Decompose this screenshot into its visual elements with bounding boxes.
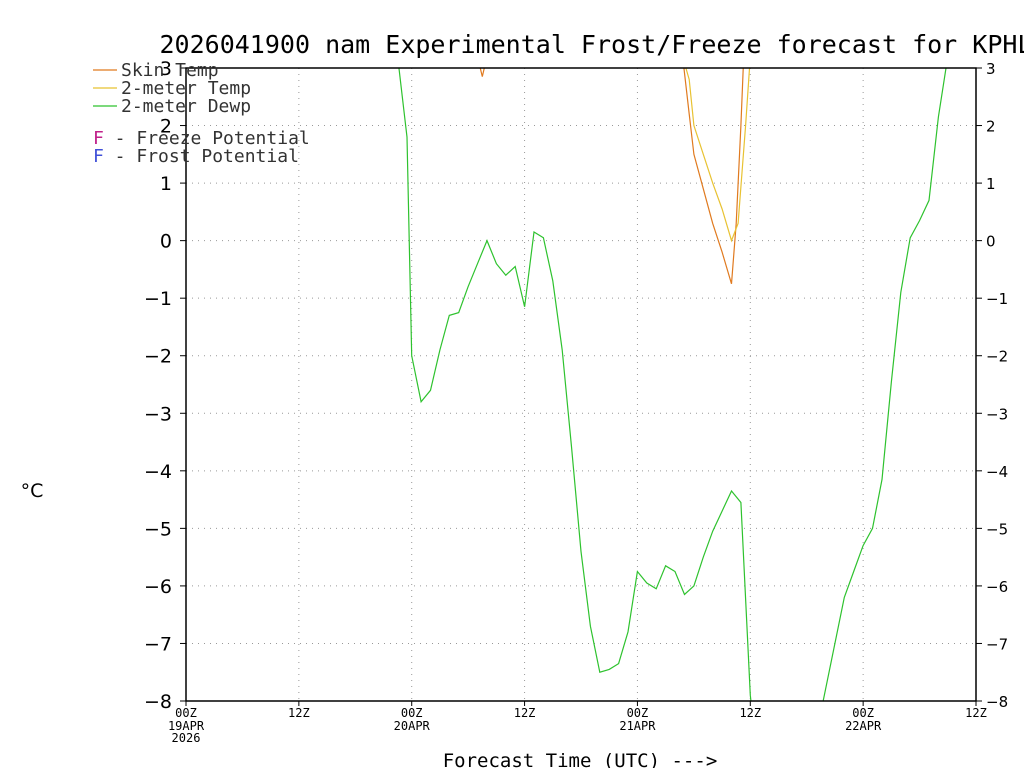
legend-potential-freeze: F - Freeze Potential	[93, 128, 310, 149]
legend-potential-marker: F	[93, 128, 104, 149]
x-tick-label: 00Z	[401, 706, 423, 720]
y-tick-label: 1	[160, 173, 172, 195]
x-tick-date-label: 22APR	[845, 719, 882, 733]
x-tick-label: 00Z	[852, 706, 874, 720]
x-tick-label: 00Z	[175, 706, 197, 720]
y-tick-label: −7	[144, 633, 172, 655]
y-tick-label: −3	[144, 403, 172, 425]
y-tick-label-right: 1	[986, 175, 996, 193]
y-tick-label-right: −1	[986, 290, 1008, 308]
y-tick-label-right: −8	[986, 693, 1008, 711]
y-tick-label-right: 2	[986, 118, 996, 136]
y-tick-label: 0	[160, 231, 172, 253]
legend-potential-marker: F	[93, 146, 104, 167]
y-tick-label-right: −5	[986, 520, 1008, 538]
x-tick-label: 12Z	[514, 706, 536, 720]
y-tick-label-right: −4	[986, 463, 1008, 481]
y-axis-label: °C	[21, 480, 44, 502]
x-tick-label: 00Z	[627, 706, 649, 720]
legend-label-skin-temp: Skin Temp	[121, 60, 219, 81]
y-axis-left: −8 −7 −6 −5 −4 −3 −2 −1 0 1 2 3	[144, 58, 186, 713]
series-lines	[398, 68, 947, 701]
x-tick-date-label: 21APR	[619, 719, 656, 733]
series-line-2-meter-temp	[685, 68, 751, 243]
y-tick-label-right: −7	[986, 635, 1008, 653]
y-tick-label-right: 0	[986, 233, 996, 251]
x-tick-date-label: 20APR	[394, 719, 431, 733]
x-tick-date-label: 2026	[172, 731, 201, 745]
y-tick-label-right: 3	[986, 60, 996, 78]
y-tick-label-right: −6	[986, 578, 1008, 596]
legend-potential-frost: F - Frost Potential	[93, 146, 299, 167]
y-tick-label: −2	[144, 346, 172, 368]
y-tick-label: 2	[160, 116, 172, 138]
legend-label-2-meter-dewp: 2-meter Dewp	[121, 96, 251, 117]
x-tick-label: 12Z	[288, 706, 310, 720]
y-tick-label: −4	[144, 461, 172, 483]
y-tick-label: −5	[144, 518, 172, 540]
y-tick-label: 3	[160, 58, 172, 80]
series-line-2-meter-dewp	[398, 68, 947, 701]
y-tick-label: −6	[144, 576, 172, 598]
x-axis-label: Forecast Time (UTC) --->	[443, 750, 718, 768]
y-tick-label: −8	[144, 691, 172, 713]
plot-frame	[185, 67, 977, 702]
y-axis-right: −8 −7 −6 −5 −4 −3 −2 −1 0 1 2 3	[976, 60, 1008, 711]
y-tick-label-right: −2	[986, 348, 1008, 366]
y-tick-label-right: −3	[986, 405, 1008, 423]
legend-potential-text: - Freeze Potential	[104, 128, 310, 149]
x-tick-label: 12Z	[965, 706, 987, 720]
chart-title: 2026041900 nam Experimental Frost/Freeze…	[160, 30, 1024, 59]
legend-label-2-meter-temp: 2-meter Temp	[121, 78, 251, 99]
y-tick-label: −1	[144, 288, 172, 310]
legend-potential-text: - Frost Potential	[104, 146, 299, 167]
series-line-skin-temp	[479, 68, 744, 284]
grid-lines	[186, 68, 976, 701]
x-tick-label: 12Z	[739, 706, 761, 720]
x-tick-date-label: 19APR	[168, 719, 205, 733]
